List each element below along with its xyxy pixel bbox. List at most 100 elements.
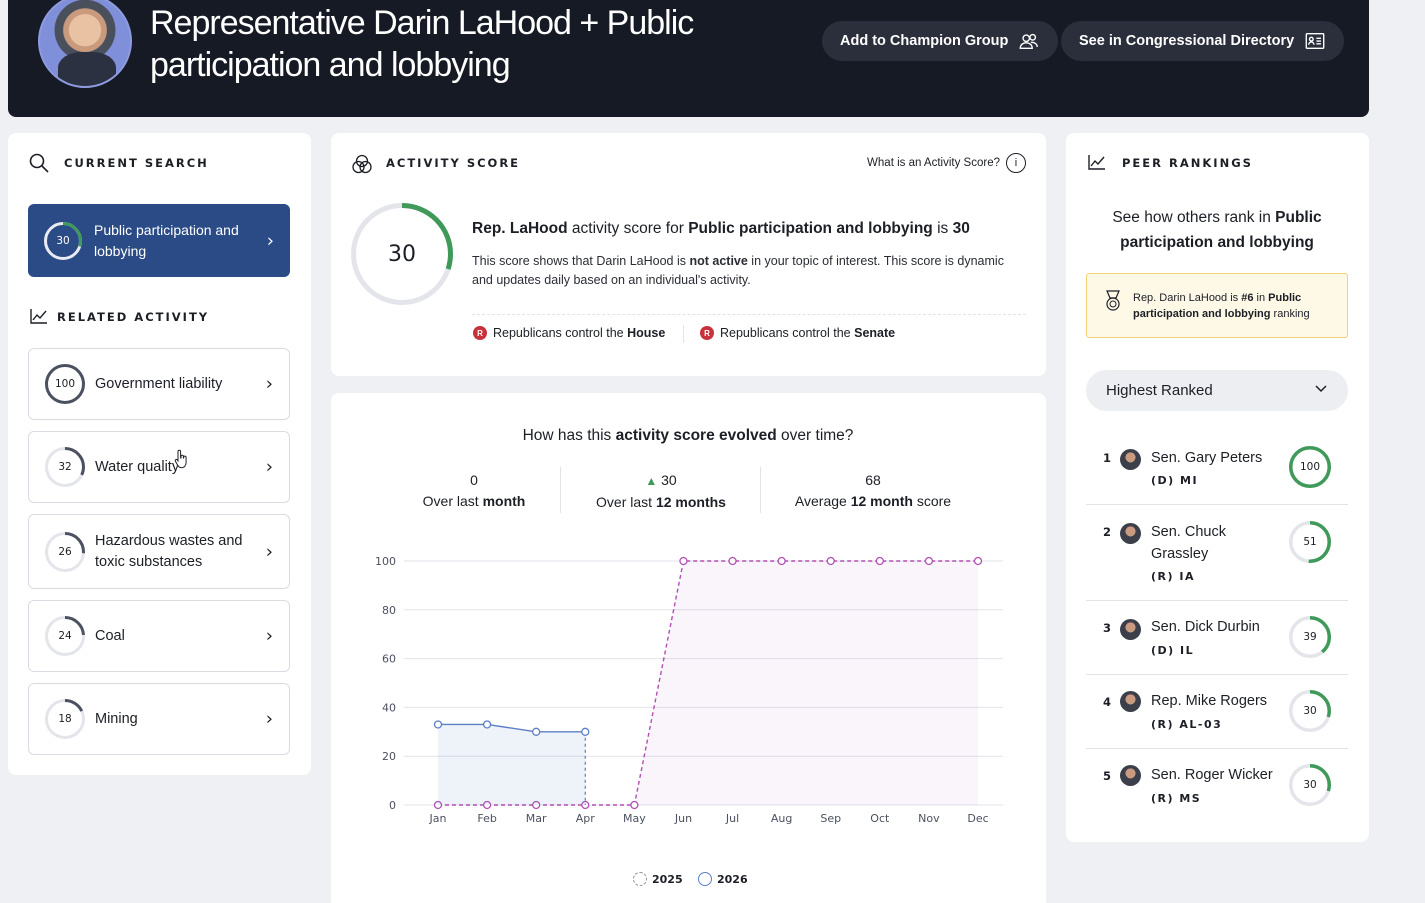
stat-value: 68	[865, 472, 881, 488]
peer-avatar	[1120, 449, 1141, 470]
peer-row-4[interactable]: 4 Rep. Mike Rogers (R) AL-03 30	[1086, 675, 1348, 749]
data-point-2025[interactable]	[482, 800, 492, 810]
peer-score: 51	[1303, 536, 1317, 548]
sort-select-value: Highest Ranked	[1106, 382, 1213, 399]
data-point-2025[interactable]	[777, 556, 786, 566]
score-value: 100	[54, 378, 76, 390]
ranking-sort-select[interactable]: Highest Ranked	[1086, 370, 1348, 411]
peer-score: 100	[1299, 461, 1321, 473]
chevron-right-icon: ›	[266, 230, 274, 251]
data-point-2025[interactable]	[532, 800, 541, 810]
stat-label: Average 12 month score	[794, 493, 952, 509]
peer-party: (D) MI	[1151, 474, 1199, 487]
peer-row-1[interactable]: 1 Sen. Gary Peters (D) MI 100	[1086, 431, 1348, 501]
data-point-2025[interactable]	[826, 556, 835, 566]
peer-name: Sen. Chuck Grassley	[1151, 524, 1226, 562]
related-item-hazardous-wastes[interactable]: 26 Hazardous wastes and toxic substances…	[28, 514, 290, 589]
data-point-2025[interactable]	[728, 556, 737, 566]
peer-rankings-heading: PEER RANKINGS	[1122, 156, 1253, 170]
peer-rank: 3	[1103, 621, 1112, 635]
score-ring: 24	[45, 616, 85, 656]
activity-score-ring: 30	[351, 203, 453, 305]
score-ring: 30	[44, 221, 82, 260]
series-area-2026	[438, 724, 586, 805]
peer-party: (D) IL	[1151, 644, 1195, 657]
peer-party: (R) IA	[1151, 570, 1195, 583]
chevron-right-icon: ›	[265, 373, 273, 395]
data-point-2026[interactable]	[581, 727, 590, 736]
ring-progress	[1289, 446, 1331, 488]
info-icon: i	[1006, 153, 1026, 173]
peer-name: Sen. Gary Peters	[1151, 450, 1263, 466]
evolution-question: How has this activity score evolved over…	[522, 427, 854, 444]
ring-progress	[45, 531, 85, 572]
peer-row-2[interactable]: 2 Sen. Chuck Grassley (R) IA 51	[1086, 505, 1348, 601]
score-ring: 18	[45, 699, 85, 739]
legend-item-2026[interactable]: 2026	[698, 872, 748, 886]
related-item-label: Coal	[95, 627, 125, 644]
stat-label: Over last 12 months	[596, 494, 726, 510]
data-point-2025[interactable]	[433, 800, 443, 810]
peer-rankings-panel: PEER RANKINGS See how others rank in Pub…	[1066, 133, 1369, 842]
y-tick-label: 60	[382, 653, 396, 666]
x-tick-label: Jan	[429, 812, 447, 825]
series-line-2026	[438, 723, 586, 733]
stat-label: Over last month	[422, 493, 526, 509]
senate-control-status: R Republicans control the Senate	[700, 326, 895, 340]
what-link-label: What is an Activity Score?	[867, 157, 1000, 169]
activity-score-headline: Rep. LaHood activity score for Public pa…	[472, 220, 970, 237]
trend-chart-icon	[30, 309, 47, 324]
legend-label: 2026	[717, 872, 748, 886]
x-tick-label: Nov	[918, 812, 940, 825]
related-item-government-liability[interactable]: 100 Government liability ›	[28, 348, 290, 420]
x-tick-label: Jul	[725, 812, 739, 825]
x-tick-label: Aug	[771, 812, 792, 825]
add-to-champion-group-button[interactable]: Add to Champion Group	[822, 21, 1059, 61]
current-search-topic[interactable]: 30 Public participation and lobbying ›	[28, 204, 290, 277]
data-point-2025[interactable]	[679, 556, 688, 566]
directory-button-label: See in Congressional Directory	[1079, 33, 1295, 49]
data-point-2025[interactable]	[924, 556, 934, 566]
see-in-congressional-directory-button[interactable]: See in Congressional Directory	[1061, 21, 1345, 61]
related-item-coal[interactable]: 24 Coal ›	[28, 600, 290, 672]
peer-row-3[interactable]: 3 Sen. Dick Durbin (D) IL 39	[1086, 601, 1348, 673]
activity-score-card: ACTIVITY SCORE What is an Activity Score…	[331, 133, 1046, 376]
peer-rank: 1	[1103, 451, 1112, 465]
stat-value: 0	[470, 472, 478, 488]
chevron-right-icon: ›	[265, 456, 273, 478]
data-point-2026[interactable]	[433, 720, 443, 729]
peer-score: 39	[1303, 631, 1317, 643]
y-tick-label: 100	[375, 555, 396, 568]
what-is-activity-score-link[interactable]: What is an Activity Score? i	[867, 153, 1026, 173]
y-tick-label: 20	[382, 750, 396, 763]
peer-rank: 4	[1103, 695, 1112, 709]
divider	[1086, 600, 1348, 601]
data-point-2026[interactable]	[532, 727, 541, 736]
stat-last-month: 0 Over last month	[394, 471, 554, 513]
score-ring: 32	[45, 447, 85, 487]
data-point-2025[interactable]	[630, 800, 639, 810]
data-point-2026[interactable]	[482, 720, 492, 729]
peer-score-ring: 30	[1289, 690, 1331, 732]
legend-item-2025[interactable]: 2025	[633, 872, 683, 886]
data-point-2025[interactable]	[875, 556, 884, 566]
peer-avatar	[1120, 765, 1141, 786]
ring-progress	[45, 699, 85, 739]
peer-score-ring: 100	[1289, 446, 1331, 488]
peer-name: Rep. Mike Rogers	[1151, 693, 1268, 709]
activity-score-description: This score shows that Darin LaHood is no…	[472, 254, 1004, 287]
peer-row-5[interactable]: 5 Sen. Roger Wicker (R) MS 30	[1086, 749, 1348, 823]
current-search-heading: CURRENT SEARCH	[64, 156, 209, 170]
peer-avatar	[1120, 523, 1141, 544]
house-control-status: R Republicans control the House	[473, 326, 665, 340]
peer-rankings-intro: See how others rank in Public participat…	[1112, 209, 1322, 251]
related-item-mining[interactable]: 18 Mining ›	[28, 683, 290, 755]
peer-party: (R) MS	[1151, 792, 1202, 805]
activity-score-heading: ACTIVITY SCORE	[386, 156, 521, 170]
chevron-right-icon: ›	[265, 625, 273, 647]
peer-name: Sen. Roger Wicker	[1151, 767, 1273, 783]
related-item-water-quality[interactable]: 32 Water quality ›	[28, 431, 290, 503]
activity-score-value: 30	[388, 241, 416, 267]
score-evolution-card: How has this activity score evolved over…	[331, 393, 1046, 903]
data-point-2025[interactable]	[973, 556, 983, 566]
